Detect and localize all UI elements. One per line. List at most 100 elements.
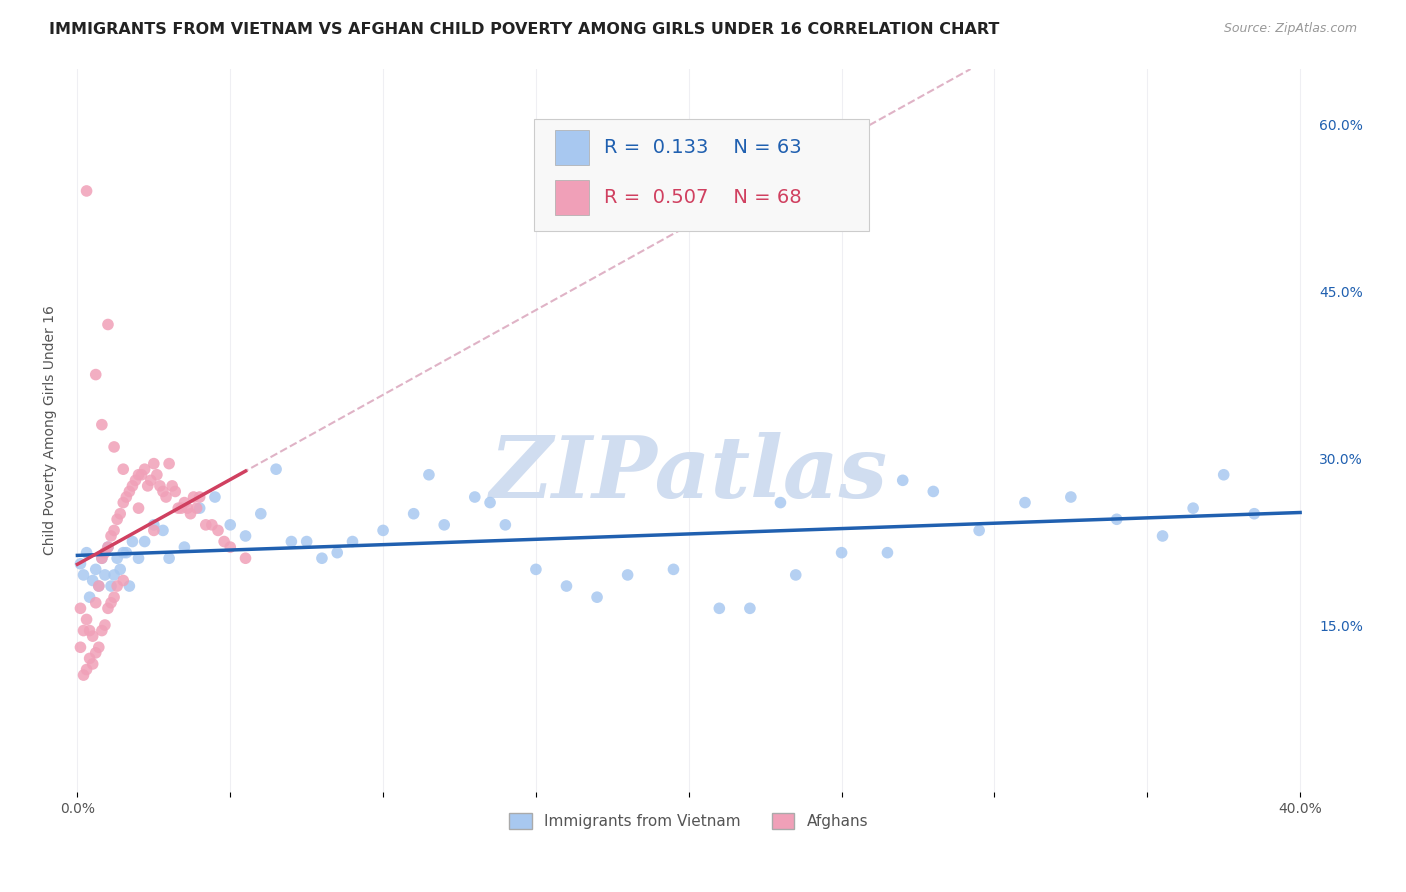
Point (103, 440, 125, 454)
Point (84, 646, 107, 660)
Point (128, 501, 150, 516)
Point (76, 612, 98, 626)
Point (87, 579, 110, 593)
Point (105, 579, 128, 593)
Point (264, 462, 287, 476)
Point (69, 640, 91, 655)
Point (326, 546, 349, 560)
Point (72, 668, 94, 682)
Point (100, 529, 122, 543)
Point (97, 318, 120, 332)
Point (121, 479, 143, 493)
Point (152, 484, 174, 499)
Point (207, 524, 229, 538)
Point (219, 517, 242, 532)
Point (142, 517, 165, 532)
Point (524, 562, 547, 576)
Point (204, 490, 226, 504)
Point (433, 517, 456, 532)
Point (235, 529, 257, 543)
Point (97, 540, 120, 554)
Point (167, 501, 190, 516)
Text: IMMIGRANTS FROM VIETNAM VS AFGHAN CHILD POVERTY AMONG GIRLS UNDER 16 CORRELATION: IMMIGRANTS FROM VIETNAM VS AFGHAN CHILD … (49, 22, 1000, 37)
Point (128, 551, 150, 566)
Point (134, 534, 156, 549)
Point (72, 624, 94, 638)
Point (142, 524, 165, 538)
Point (876, 546, 898, 560)
Bar (555, 130, 589, 165)
Point (586, 590, 609, 604)
Point (402, 507, 425, 521)
Point (188, 501, 211, 516)
Point (212, 534, 235, 549)
Point (173, 495, 195, 509)
Point (94, 546, 117, 560)
Point (82, 657, 104, 671)
Point (142, 457, 165, 471)
Point (90, 551, 112, 566)
Point (157, 551, 180, 566)
Point (90, 624, 112, 638)
Legend: Immigrants from Vietnam, Afghans: Immigrants from Vietnam, Afghans (503, 806, 875, 835)
Point (76, 546, 98, 560)
Point (112, 495, 135, 509)
Point (112, 462, 135, 476)
Point (249, 507, 271, 521)
Point (1243, 507, 1265, 521)
Point (464, 490, 486, 504)
Point (72, 568, 94, 582)
Point (97, 601, 120, 615)
Point (118, 579, 141, 593)
Point (176, 501, 198, 516)
Point (115, 490, 138, 504)
Point (87, 579, 110, 593)
Text: ZIPatlas: ZIPatlas (489, 432, 887, 516)
Text: R =  0.507    N = 68: R = 0.507 N = 68 (605, 188, 801, 207)
Point (131, 467, 153, 482)
Point (831, 546, 853, 560)
Point (103, 568, 125, 582)
Bar (555, 180, 589, 215)
Point (82, 629, 104, 643)
Point (79, 590, 101, 604)
Point (118, 484, 141, 499)
Point (84, 368, 107, 382)
Point (105, 512, 128, 526)
Point (103, 590, 125, 604)
Point (188, 490, 211, 504)
Point (785, 568, 807, 582)
Point (170, 501, 193, 516)
Point (186, 501, 208, 516)
Point (82, 574, 104, 588)
Point (219, 540, 242, 554)
Point (183, 490, 205, 504)
Point (494, 517, 516, 532)
Point (76, 184, 98, 198)
Point (1060, 490, 1083, 504)
Text: R =  0.133    N = 63: R = 0.133 N = 63 (605, 138, 801, 157)
Point (69, 601, 91, 615)
Point (121, 534, 143, 549)
Point (1152, 529, 1174, 543)
Point (371, 524, 394, 538)
Point (112, 546, 135, 560)
Point (139, 473, 162, 487)
Point (134, 462, 156, 476)
Point (194, 517, 217, 532)
Point (295, 534, 318, 549)
Point (94, 568, 117, 582)
Point (311, 551, 333, 566)
Point (112, 574, 135, 588)
Point (1182, 501, 1205, 516)
Point (108, 562, 131, 576)
Point (173, 540, 195, 554)
Point (87, 640, 110, 655)
Point (1105, 512, 1128, 526)
Point (1212, 467, 1234, 482)
Point (280, 534, 302, 549)
Point (90, 417, 112, 432)
Point (967, 524, 990, 538)
Point (79, 651, 101, 665)
Point (100, 596, 122, 610)
